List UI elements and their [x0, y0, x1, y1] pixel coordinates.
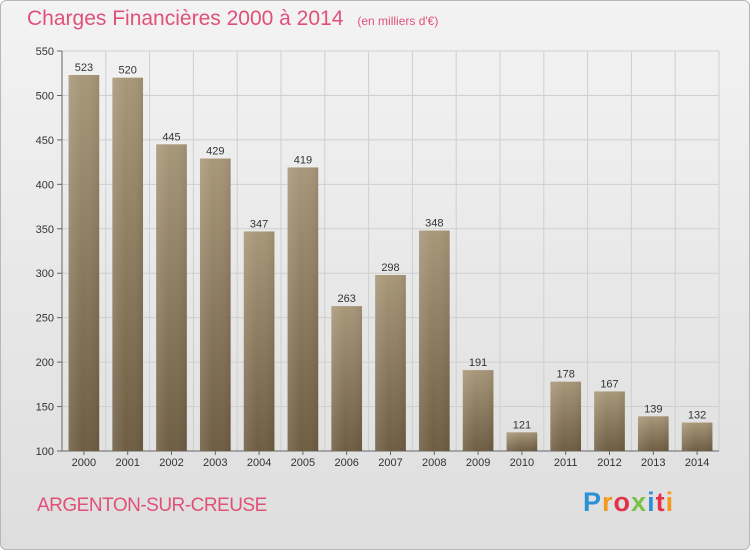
y-tick-label: 500: [36, 90, 54, 102]
data-label: 178: [557, 369, 575, 381]
x-tick-label: 2003: [203, 457, 227, 469]
y-tick-label: 100: [36, 446, 54, 458]
x-tick-label: 2004: [247, 457, 271, 469]
x-tick-label: 2008: [422, 457, 446, 469]
bar-shading: [68, 75, 100, 451]
value-labels: 523 520 445 429 347 419 263 298 348 191 121 178 167 1…: [75, 62, 707, 431]
x-tick-label: 2012: [597, 457, 621, 469]
y-tick-label: 150: [36, 402, 54, 414]
y-tick-label: 300: [36, 268, 54, 280]
data-label: 167: [600, 378, 618, 390]
x-tick-label: 2001: [115, 457, 139, 469]
proxiti-logo: Proxiti: [583, 487, 674, 518]
bar-shading: [156, 144, 187, 452]
data-label: 139: [644, 403, 662, 415]
y-tick-label: 400: [36, 179, 54, 191]
x-tick-label: 2002: [159, 457, 183, 469]
bar-shading: [112, 77, 144, 452]
bar-shading: [594, 391, 625, 451]
bar-shading: [637, 416, 669, 451]
x-tick-label: 2000: [72, 457, 96, 469]
title-unit: (en milliers d'€): [357, 14, 439, 28]
bar-shading: [550, 381, 582, 451]
axes: 100 150 200 250 300 350 400 450 500 550 2000 2001 20…: [36, 46, 719, 469]
bar-shading: [681, 422, 713, 451]
bar-shading: [199, 158, 231, 452]
data-label: 523: [75, 62, 93, 74]
x-tick-label: 2011: [554, 457, 578, 469]
x-tick-label: 2013: [641, 457, 665, 469]
data-label: 445: [162, 131, 180, 143]
bars: [68, 75, 713, 452]
chart-title: Charges Financières 2000 à 2014 (en milli…: [27, 7, 438, 31]
logo-letter: r: [602, 487, 614, 517]
x-tick-label: 2010: [510, 457, 534, 469]
y-tick-label: 350: [36, 224, 54, 236]
logo-letter: i: [647, 487, 656, 517]
y-tick-label: 550: [36, 46, 54, 58]
x-tick-label: 2005: [291, 457, 315, 469]
x-tick-label: 2007: [378, 457, 402, 469]
data-label: 121: [513, 419, 531, 431]
bar-shading: [506, 432, 538, 451]
city-name: ARGENTON-SUR-CREUSE: [37, 495, 267, 516]
x-tick-label: 2009: [466, 457, 490, 469]
logo-letter: o: [613, 487, 632, 517]
logo-letter: i: [665, 487, 675, 517]
data-label: 520: [119, 65, 137, 77]
bar-shading: [243, 231, 275, 451]
bar-shading: [462, 370, 494, 451]
y-tick-label: 200: [36, 357, 54, 369]
x-tick-label: 2014: [685, 457, 709, 469]
data-label: 298: [381, 262, 399, 274]
logo-letter: x: [631, 487, 648, 517]
data-label: 347: [250, 218, 268, 230]
data-label: 132: [688, 410, 706, 422]
logo-letter: t: [655, 487, 666, 517]
data-label: 348: [425, 218, 443, 230]
data-label: 429: [206, 146, 224, 158]
data-label: 191: [469, 357, 487, 369]
data-label: 419: [294, 154, 312, 166]
x-tick-label: 2006: [334, 457, 358, 469]
data-label: 263: [338, 293, 356, 305]
bar-shading: [418, 230, 450, 451]
y-tick-label: 450: [36, 135, 54, 147]
bar-shading: [331, 306, 363, 451]
title-text: Charges Financières 2000 à 2014: [27, 7, 344, 30]
y-tick-label: 250: [36, 313, 54, 325]
bar-shading: [287, 167, 319, 451]
logo-letter: P: [583, 487, 603, 517]
bar-shading: [375, 275, 406, 451]
